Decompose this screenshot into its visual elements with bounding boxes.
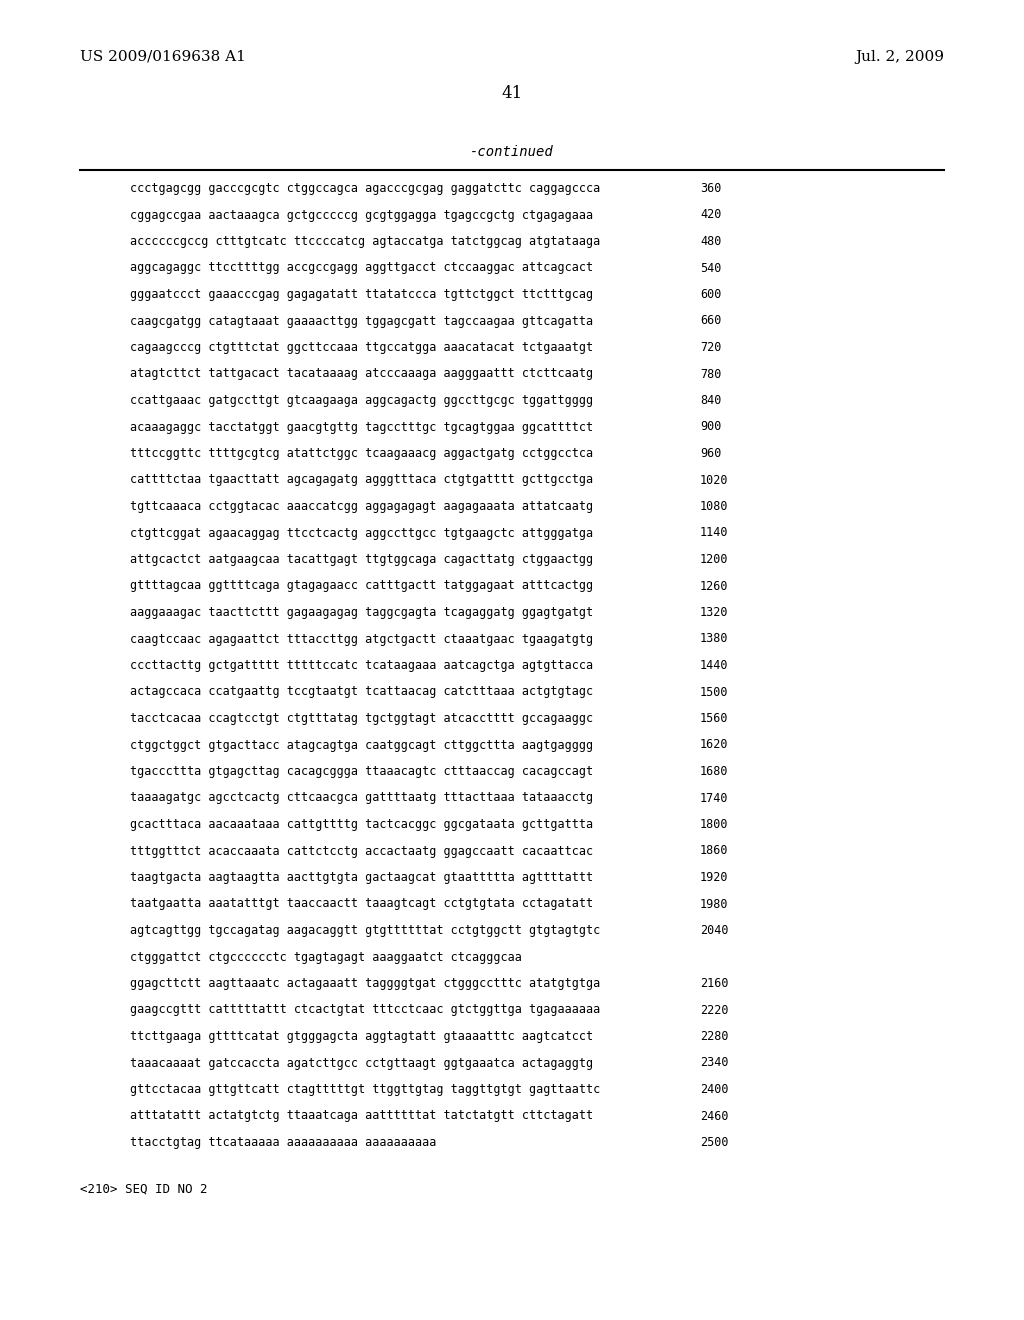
Text: tttggtttct acaccaaata cattctcctg accactaatg ggagccaatt cacaattcac: tttggtttct acaccaaata cattctcctg accacta… (130, 845, 593, 858)
Text: attgcactct aatgaagcaa tacattgagt ttgtggcaga cagacttatg ctggaactgg: attgcactct aatgaagcaa tacattgagt ttgtggc… (130, 553, 593, 566)
Text: 1560: 1560 (700, 711, 728, 725)
Text: taatgaatta aaatatttgt taaccaactt taaagtcagt cctgtgtata cctagatatt: taatgaatta aaatatttgt taaccaactt taaagtc… (130, 898, 593, 911)
Text: aaggaaagac taacttcttt gagaagagag taggcgagta tcagaggatg ggagtgatgt: aaggaaagac taacttcttt gagaagagag taggcga… (130, 606, 593, 619)
Text: 2500: 2500 (700, 1137, 728, 1148)
Text: ccattgaaac gatgccttgt gtcaagaaga aggcagactg ggccttgcgc tggattgggg: ccattgaaac gatgccttgt gtcaagaaga aggcaga… (130, 393, 593, 407)
Text: actagccaca ccatgaattg tccgtaatgt tcattaacag catctttaaa actgtgtagc: actagccaca ccatgaattg tccgtaatgt tcattaa… (130, 685, 593, 698)
Text: -continued: -continued (470, 145, 554, 158)
Text: ctgttcggat agaacaggag ttcctcactg aggccttgcc tgtgaagctc attgggatga: ctgttcggat agaacaggag ttcctcactg aggcctt… (130, 527, 593, 540)
Text: tacctcacaa ccagtcctgt ctgtttatag tgctggtagt atcacctttt gccagaaggc: tacctcacaa ccagtcctgt ctgtttatag tgctggt… (130, 711, 593, 725)
Text: 960: 960 (700, 447, 721, 459)
Text: 1140: 1140 (700, 527, 728, 540)
Text: 2040: 2040 (700, 924, 728, 937)
Text: cggagccgaa aactaaagca gctgcccccg gcgtggagga tgagccgctg ctgagagaaa: cggagccgaa aactaaagca gctgcccccg gcgtgga… (130, 209, 593, 222)
Text: 1860: 1860 (700, 845, 728, 858)
Text: 660: 660 (700, 314, 721, 327)
Text: 720: 720 (700, 341, 721, 354)
Text: 1200: 1200 (700, 553, 728, 566)
Text: ggagcttctt aagttaaatc actagaaatt taggggtgat ctgggcctttc atatgtgtga: ggagcttctt aagttaaatc actagaaatt taggggt… (130, 977, 600, 990)
Text: taaaagatgc agcctcactg cttcaacgca gattttaatg tttacttaaa tataaacctg: taaaagatgc agcctcactg cttcaacgca gatttta… (130, 792, 593, 804)
Text: 900: 900 (700, 421, 721, 433)
Text: ttacctgtag ttcataaaaa aaaaaaaaaa aaaaaaaaaa: ttacctgtag ttcataaaaa aaaaaaaaaa aaaaaaa… (130, 1137, 436, 1148)
Text: tgacccttta gtgagcttag cacagcggga ttaaacagtc ctttaaccag cacagccagt: tgacccttta gtgagcttag cacagcggga ttaaaca… (130, 766, 593, 777)
Text: gaagccgttt catttttattt ctcactgtat tttcctcaac gtctggttga tgagaaaaaa: gaagccgttt catttttattt ctcactgtat tttcct… (130, 1003, 600, 1016)
Text: 2400: 2400 (700, 1082, 728, 1096)
Text: 540: 540 (700, 261, 721, 275)
Text: 600: 600 (700, 288, 721, 301)
Text: accccccgccg ctttgtcatc ttccccatcg agtaccatga tatctggcag atgtataaga: accccccgccg ctttgtcatc ttccccatcg agtacc… (130, 235, 600, 248)
Text: taaacaaaat gatccaccta agatcttgcc cctgttaagt ggtgaaatca actagaggtg: taaacaaaat gatccaccta agatcttgcc cctgtta… (130, 1056, 593, 1069)
Text: 360: 360 (700, 182, 721, 195)
Text: atttatattt actatgtctg ttaaatcaga aattttttat tatctatgtt cttctagatt: atttatattt actatgtctg ttaaatcaga aattttt… (130, 1110, 593, 1122)
Text: acaaagaggc tacctatggt gaacgtgttg tagcctttgc tgcagtggaa ggcattttct: acaaagaggc tacctatggt gaacgtgttg tagcctt… (130, 421, 593, 433)
Text: 2460: 2460 (700, 1110, 728, 1122)
Text: tgttcaaaca cctggtacac aaaccatcgg aggagagagt aagagaaata attatcaatg: tgttcaaaca cctggtacac aaaccatcgg aggagag… (130, 500, 593, 513)
Text: <210> SEQ ID NO 2: <210> SEQ ID NO 2 (80, 1183, 208, 1196)
Text: 780: 780 (700, 367, 721, 380)
Text: aggcagaggc ttccttttgg accgccgagg aggttgacct ctccaaggac attcagcact: aggcagaggc ttccttttgg accgccgagg aggttga… (130, 261, 593, 275)
Text: tttccggttc ttttgcgtcg atattctggc tcaagaaacg aggactgatg cctggcctca: tttccggttc ttttgcgtcg atattctggc tcaagaa… (130, 447, 593, 459)
Text: 1440: 1440 (700, 659, 728, 672)
Text: 1680: 1680 (700, 766, 728, 777)
Text: 1020: 1020 (700, 474, 728, 487)
Text: 1260: 1260 (700, 579, 728, 593)
Text: 2280: 2280 (700, 1030, 728, 1043)
Text: ccctgagcgg gacccgcgtc ctggccagca agacccgcgag gaggatcttc caggagccca: ccctgagcgg gacccgcgtc ctggccagca agacccg… (130, 182, 600, 195)
Text: 480: 480 (700, 235, 721, 248)
Text: 2340: 2340 (700, 1056, 728, 1069)
Text: caagtccaac agagaattct tttaccttgg atgctgactt ctaaatgaac tgaagatgtg: caagtccaac agagaattct tttaccttgg atgctga… (130, 632, 593, 645)
Text: 1980: 1980 (700, 898, 728, 911)
Text: 41: 41 (502, 84, 522, 102)
Text: 1740: 1740 (700, 792, 728, 804)
Text: taagtgacta aagtaagtta aacttgtgta gactaagcat gtaattttta agttttattt: taagtgacta aagtaagtta aacttgtgta gactaag… (130, 871, 593, 884)
Text: 1800: 1800 (700, 818, 728, 832)
Text: 2160: 2160 (700, 977, 728, 990)
Text: US 2009/0169638 A1: US 2009/0169638 A1 (80, 50, 246, 63)
Text: gttcctacaa gttgttcatt ctagtttttgt ttggttgtag taggttgtgt gagttaattc: gttcctacaa gttgttcatt ctagtttttgt ttggtt… (130, 1082, 600, 1096)
Text: 1320: 1320 (700, 606, 728, 619)
Text: 1500: 1500 (700, 685, 728, 698)
Text: cattttctaa tgaacttatt agcagagatg agggtttaca ctgtgatttt gcttgcctga: cattttctaa tgaacttatt agcagagatg agggttt… (130, 474, 593, 487)
Text: 420: 420 (700, 209, 721, 222)
Text: 2220: 2220 (700, 1003, 728, 1016)
Text: gttttagcaa ggttttcaga gtagagaacc catttgactt tatggagaat atttcactgg: gttttagcaa ggttttcaga gtagagaacc catttga… (130, 579, 593, 593)
Text: 1920: 1920 (700, 871, 728, 884)
Text: cagaagcccg ctgtttctat ggcttccaaa ttgccatgga aaacatacat tctgaaatgt: cagaagcccg ctgtttctat ggcttccaaa ttgccat… (130, 341, 593, 354)
Text: ttcttgaaga gttttcatat gtgggagcta aggtagtatt gtaaaatttc aagtcatcct: ttcttgaaga gttttcatat gtgggagcta aggtagt… (130, 1030, 593, 1043)
Text: agtcagttgg tgccagatag aagacaggtt gtgttttttat cctgtggctt gtgtagtgtc: agtcagttgg tgccagatag aagacaggtt gtgtttt… (130, 924, 600, 937)
Text: gcactttaca aacaaataaa cattgttttg tactcacggc ggcgataata gcttgattta: gcactttaca aacaaataaa cattgttttg tactcac… (130, 818, 593, 832)
Text: caagcgatgg catagtaaat gaaaacttgg tggagcgatt tagccaagaa gttcagatta: caagcgatgg catagtaaat gaaaacttgg tggagcg… (130, 314, 593, 327)
Text: cccttacttg gctgattttt tttttccatc tcataagaaa aatcagctga agtgttacca: cccttacttg gctgattttt tttttccatc tcataag… (130, 659, 593, 672)
Text: 840: 840 (700, 393, 721, 407)
Text: ctggctggct gtgacttacc atagcagtga caatggcagt cttggcttta aagtgagggg: ctggctggct gtgacttacc atagcagtga caatggc… (130, 738, 593, 751)
Text: gggaatccct gaaacccgag gagagatatt ttatatccca tgttctggct ttctttgcag: gggaatccct gaaacccgag gagagatatt ttatatc… (130, 288, 593, 301)
Text: Jul. 2, 2009: Jul. 2, 2009 (855, 50, 944, 63)
Text: 1380: 1380 (700, 632, 728, 645)
Text: atagtcttct tattgacact tacataaaag atcccaaaga aagggaattt ctcttcaatg: atagtcttct tattgacact tacataaaag atcccaa… (130, 367, 593, 380)
Text: 1620: 1620 (700, 738, 728, 751)
Text: 1080: 1080 (700, 500, 728, 513)
Text: ctgggattct ctgcccccctc tgagtagagt aaaggaatct ctcagggcaa: ctgggattct ctgcccccctc tgagtagagt aaagga… (130, 950, 522, 964)
